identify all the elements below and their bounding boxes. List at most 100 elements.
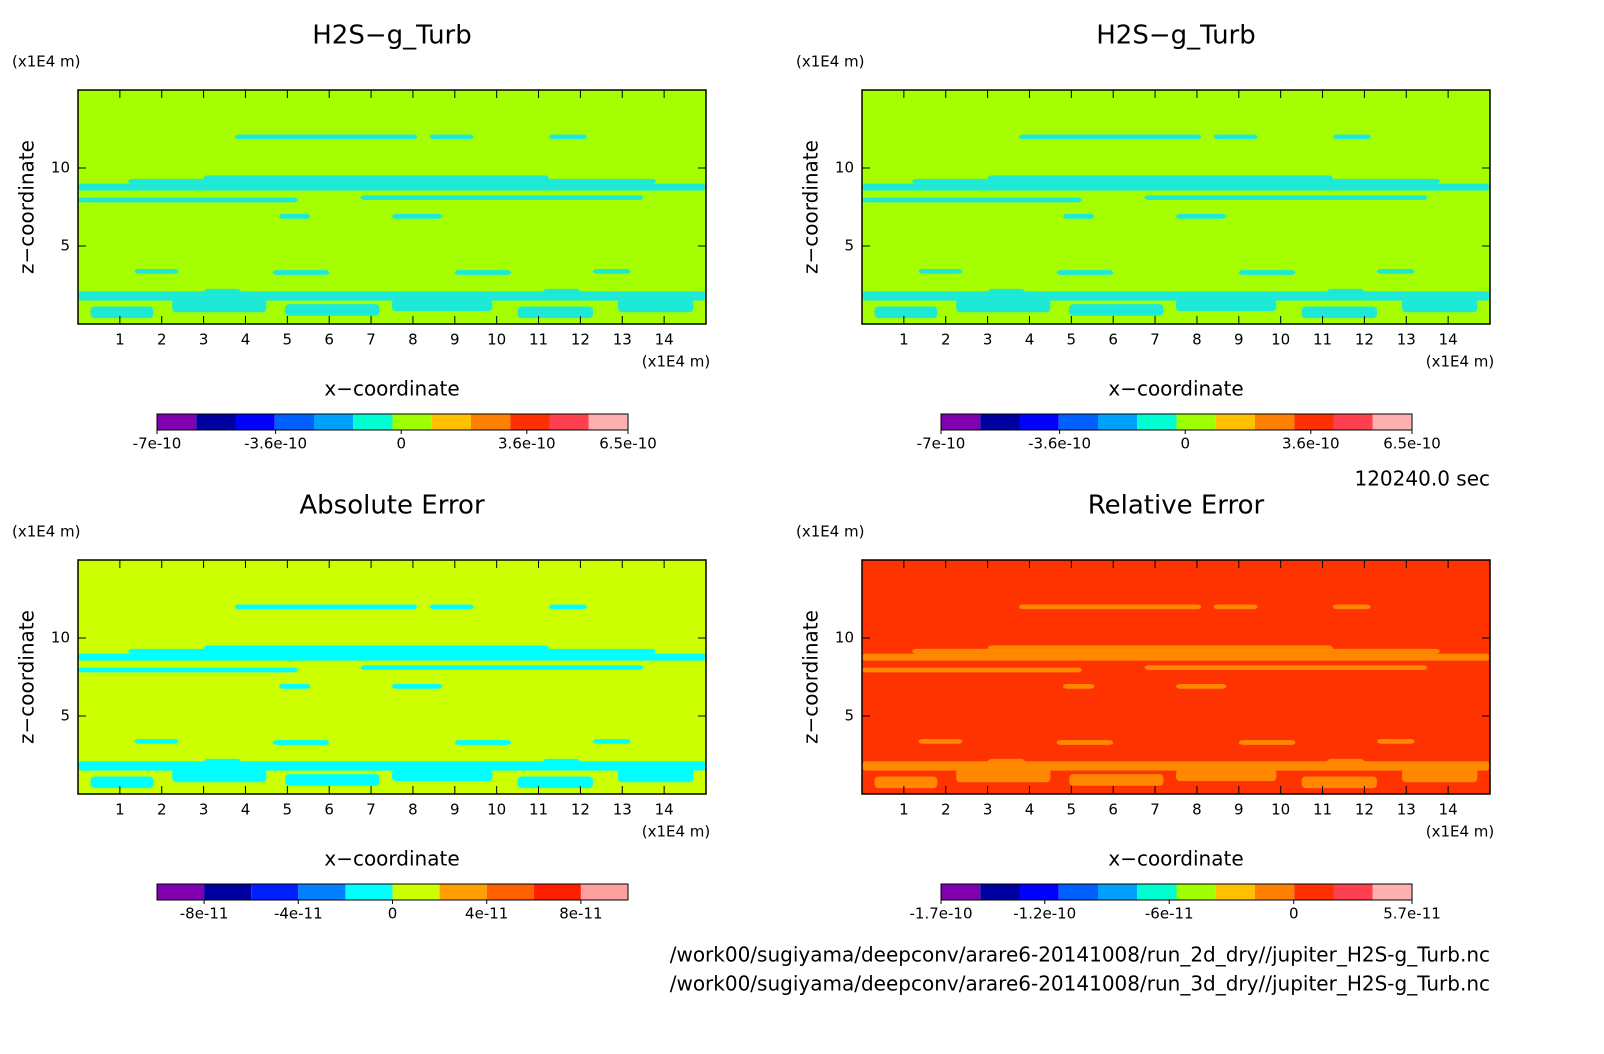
x-tick-label: 7 <box>366 801 376 819</box>
colorbar-tick-label: 3.6e-10 <box>1282 435 1340 453</box>
y-tick-label: 10 <box>51 159 70 177</box>
field-feature <box>1176 214 1227 219</box>
colorbar-cell <box>471 414 511 430</box>
field-feature <box>862 761 1490 771</box>
colorbar-cell <box>1058 414 1098 430</box>
x-unit: (x1E4 m) <box>1426 353 1495 371</box>
x-tick-label: 4 <box>241 331 251 349</box>
field-feature <box>1376 269 1415 274</box>
x-tick-label: 8 <box>408 801 418 819</box>
field-feature <box>517 306 593 319</box>
colorbar-cell <box>1058 884 1098 900</box>
field-feature <box>1056 270 1114 275</box>
x-tick-label: 12 <box>1355 331 1374 349</box>
colorbar-cell <box>353 414 393 430</box>
x-tick-label: 13 <box>613 331 632 349</box>
field-feature <box>429 134 474 140</box>
field-feature <box>1213 604 1258 610</box>
field-feature <box>1069 304 1164 316</box>
x-tick-label: 8 <box>1192 801 1202 819</box>
y-axis-label: z−coordinate <box>799 140 823 274</box>
x-tick-label: 5 <box>283 801 293 819</box>
field-feature <box>1301 776 1377 789</box>
field-feature <box>392 769 493 782</box>
x-unit: (x1E4 m) <box>642 823 711 841</box>
field-feature <box>987 175 1333 183</box>
x-tick-label: 2 <box>157 801 167 819</box>
colorbar-cell <box>1137 884 1177 900</box>
panel-title: H2S−g_Turb <box>312 21 472 51</box>
field-feature <box>90 306 154 319</box>
field-feature <box>862 653 1490 661</box>
colorbar-cell <box>549 414 589 430</box>
y-tick-label: 5 <box>844 707 854 725</box>
field-feature <box>134 739 179 744</box>
field-feature <box>235 604 267 610</box>
x-tick-label: 4 <box>1025 331 1035 349</box>
field-feature <box>90 776 154 789</box>
x-tick-label: 13 <box>1397 801 1416 819</box>
colorbar-cell <box>1255 414 1295 430</box>
field-feature <box>1044 604 1202 610</box>
file-path: /work00/sugiyama/deepconv/arare6-2014100… <box>670 943 1490 967</box>
field-feature <box>549 134 587 140</box>
y-tick-label: 5 <box>60 707 70 725</box>
x-tick-label: 3 <box>199 331 209 349</box>
field-feature <box>1069 774 1164 786</box>
field-feature <box>392 299 493 312</box>
field-feature <box>260 604 418 610</box>
field-background <box>862 560 1490 794</box>
colorbar-cell <box>1294 884 1334 900</box>
x-tick-label: 14 <box>655 801 674 819</box>
field-feature <box>1144 195 1428 200</box>
x-tick-label: 7 <box>366 331 376 349</box>
x-axis-label: x−coordinate <box>1108 847 1243 871</box>
field-feature <box>1176 299 1277 312</box>
field-feature <box>1238 270 1296 275</box>
field-feature <box>1376 739 1415 744</box>
colorbar-cell <box>439 884 487 900</box>
x-tick-label: 13 <box>613 801 632 819</box>
x-tick-label: 11 <box>1313 331 1332 349</box>
colorbar-cell <box>1294 414 1334 430</box>
field-background <box>862 90 1490 324</box>
field-feature <box>235 134 267 140</box>
colorbar-cell <box>941 884 981 900</box>
x-tick-label: 2 <box>941 331 951 349</box>
colorbar-cell <box>1333 884 1373 900</box>
field-feature <box>1044 134 1202 140</box>
field-feature <box>1326 758 1365 769</box>
field-feature <box>874 776 938 789</box>
colorbar-tick-label: -1.2e-10 <box>1013 905 1076 923</box>
colorbar-tick-label: -1.7e-10 <box>910 905 973 923</box>
plot-frame <box>77 89 707 325</box>
field-feature <box>172 298 267 313</box>
field-feature <box>1176 769 1277 782</box>
field-feature <box>1019 604 1051 610</box>
colorbar-cell <box>1176 884 1216 900</box>
field-feature <box>542 758 581 769</box>
plot-frame <box>861 559 1491 795</box>
field-feature <box>862 667 1082 673</box>
colorbar-tick-label: -7e-10 <box>133 435 182 453</box>
field-feature <box>278 684 311 689</box>
colorbar-cell <box>1255 884 1295 900</box>
field-feature <box>1019 134 1051 140</box>
panel-title: Relative Error <box>1088 491 1265 521</box>
colorbar-cell <box>980 414 1020 430</box>
field-feature <box>203 758 242 769</box>
x-tick-label: 14 <box>1439 331 1458 349</box>
colorbar-cell <box>251 884 299 900</box>
field-feature <box>1238 740 1296 745</box>
y-tick-label: 10 <box>835 629 854 647</box>
panel-title: H2S−g_Turb <box>1096 21 1256 51</box>
colorbar-cell <box>345 884 393 900</box>
colorbar-cell <box>941 414 981 430</box>
colorbar-tick-label: -3.6e-10 <box>244 435 307 453</box>
colorbar-cell <box>196 414 236 430</box>
colorbar-cell <box>1333 414 1373 430</box>
x-tick-label: 10 <box>487 331 506 349</box>
field-feature <box>392 684 443 689</box>
x-tick-label: 12 <box>571 801 590 819</box>
colorbar-cell <box>274 414 314 430</box>
